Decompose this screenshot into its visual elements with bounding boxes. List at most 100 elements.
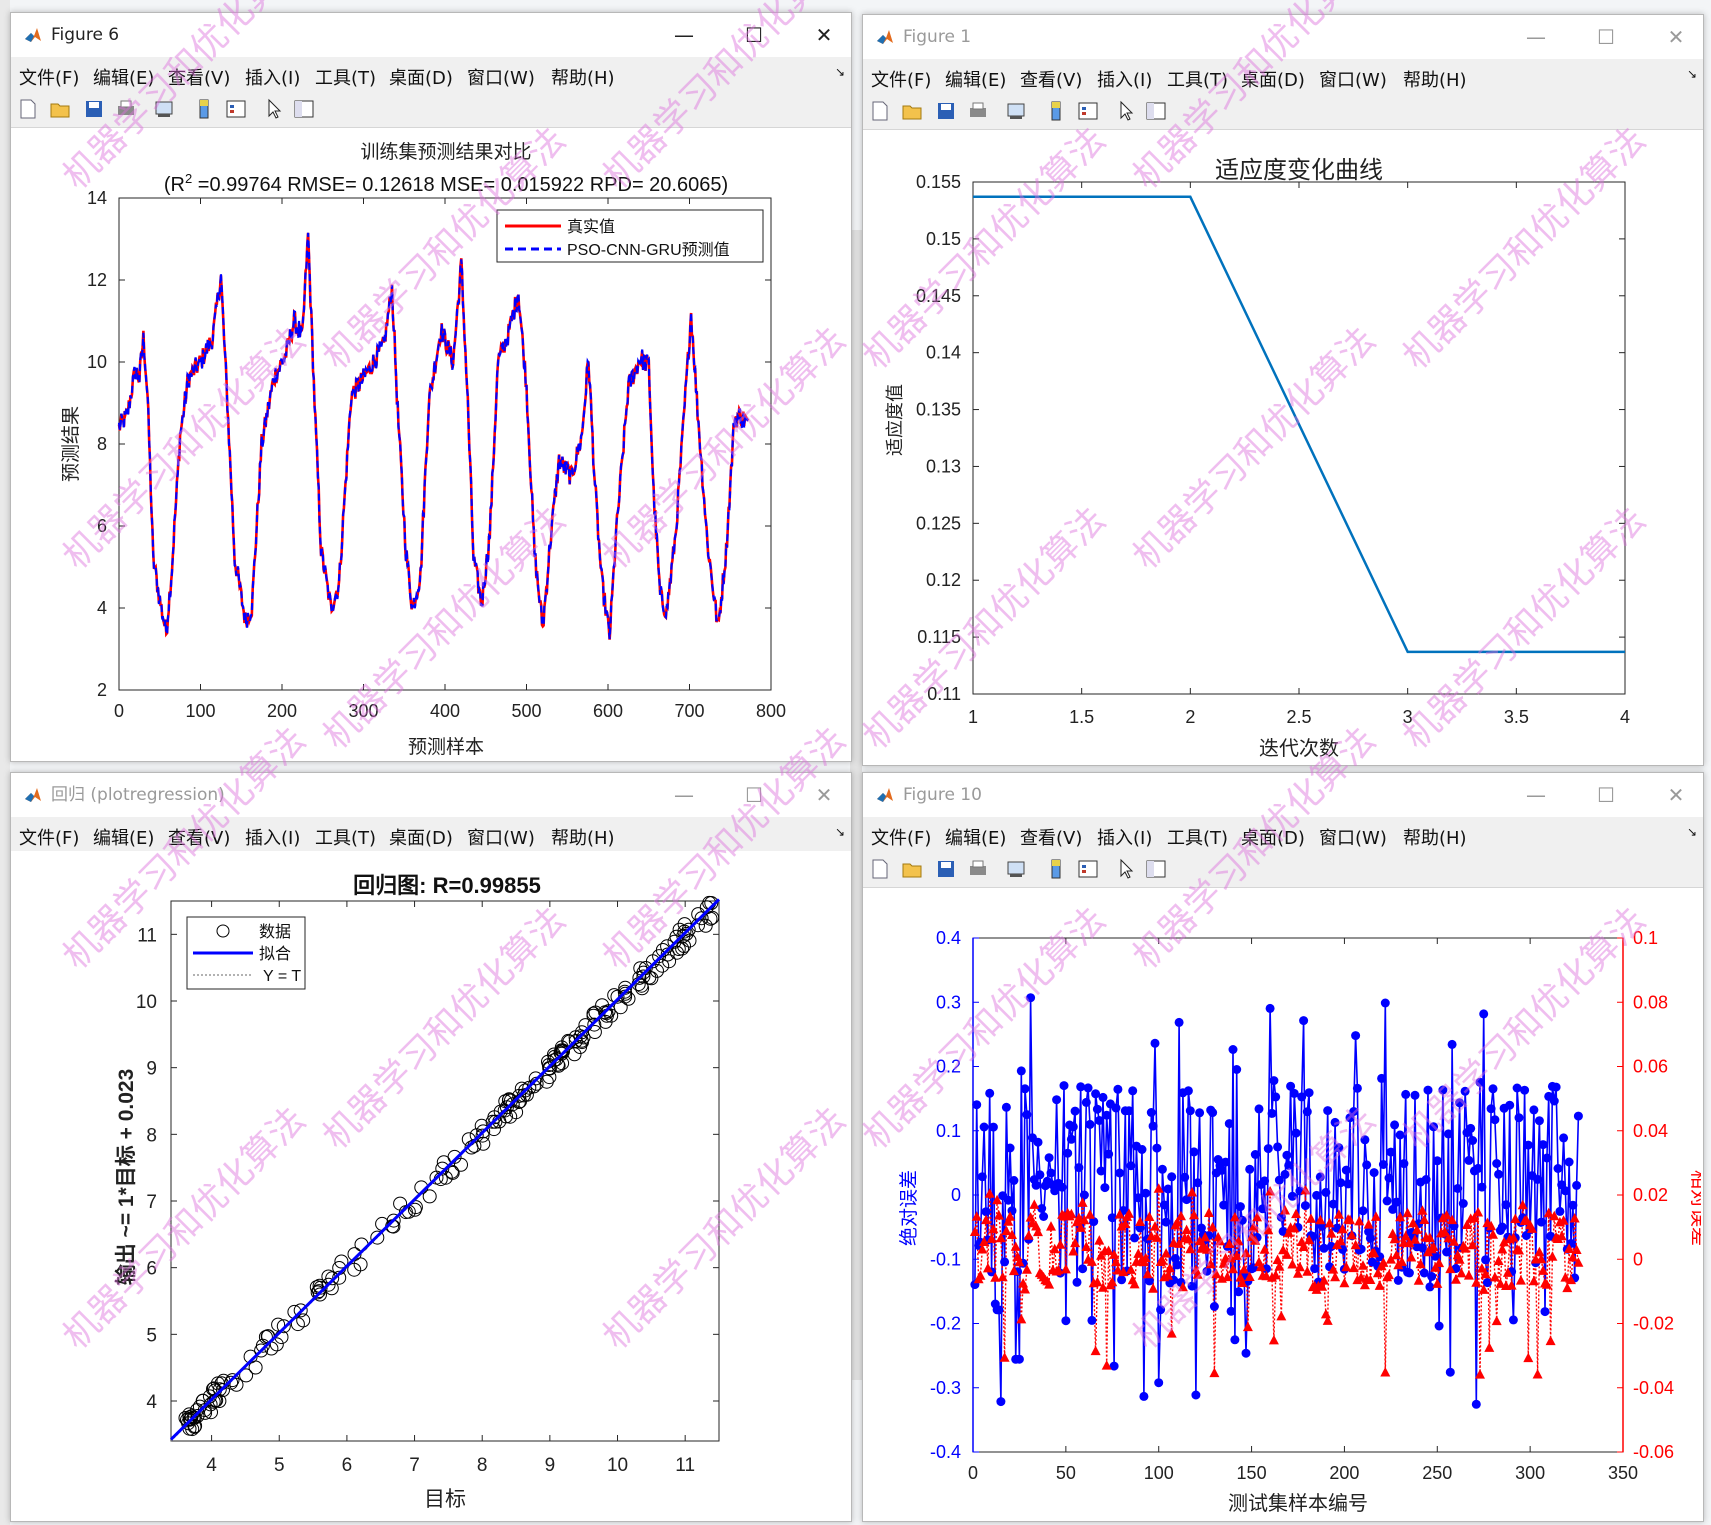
maximize-button[interactable]: ☐ <box>1597 25 1615 49</box>
title-bar[interactable]: Figure 1 — ☐ ✕ <box>863 15 1703 59</box>
menu-insert[interactable]: 插入(I) <box>245 828 301 849</box>
title-bar[interactable]: Figure 6 — ☐ ✕ <box>11 13 851 57</box>
legend-icon[interactable] <box>225 98 247 120</box>
new-figure-icon[interactable] <box>869 858 891 880</box>
menu-insert[interactable]: 插入(I) <box>1097 70 1153 91</box>
maximize-button[interactable]: ☐ <box>745 23 763 47</box>
menu-file[interactable]: 文件(F) <box>19 828 80 849</box>
legend-label-fit: 拟合 <box>259 945 291 963</box>
title-bar[interactable]: Figure 10 — ☐ ✕ <box>863 773 1703 817</box>
print-icon[interactable] <box>967 100 989 122</box>
menu-edit[interactable]: 编辑(E) <box>93 68 155 89</box>
absolute-error-marker <box>1384 1173 1394 1183</box>
relative-error-marker <box>1374 1280 1385 1290</box>
menu-edit[interactable]: 编辑(E) <box>93 828 155 849</box>
absolute-error-marker <box>1098 1092 1108 1102</box>
new-figure-icon[interactable] <box>17 98 39 120</box>
pointer-icon[interactable] <box>1115 858 1137 880</box>
minimize-button[interactable]: — <box>674 783 694 807</box>
close-button[interactable]: ✕ <box>1667 25 1685 49</box>
menu-insert[interactable]: 插入(I) <box>245 68 301 89</box>
absolute-error-marker <box>994 1305 1004 1315</box>
link-plot-icon[interactable] <box>1005 858 1027 880</box>
menu-desktop[interactable]: 桌面(D) <box>1241 70 1305 91</box>
relative-error-marker <box>1566 1274 1576 1285</box>
menu-file[interactable]: 文件(F) <box>871 828 932 849</box>
print-icon[interactable] <box>115 98 137 120</box>
menu-tools[interactable]: 工具(T) <box>1167 828 1229 849</box>
menu-file[interactable]: 文件(F) <box>19 68 80 89</box>
minimize-button[interactable]: — <box>674 23 694 47</box>
menu-desktop[interactable]: 桌面(D) <box>389 828 453 849</box>
menu-help[interactable]: 帮助(H) <box>1403 828 1467 849</box>
relative-error-marker <box>1378 1257 1389 1267</box>
relative-error-marker <box>999 1352 1010 1362</box>
dock-arrow-icon[interactable]: ↘ <box>834 65 845 79</box>
open-icon[interactable] <box>901 858 923 880</box>
menu-file[interactable]: 文件(F) <box>871 70 932 91</box>
menu-window[interactable]: 窗口(W) <box>1319 828 1387 849</box>
maximize-button[interactable]: ☐ <box>1597 783 1615 807</box>
menu-view[interactable]: 查看(V) <box>168 68 231 89</box>
minimize-button[interactable]: — <box>1526 783 1546 807</box>
pointer-icon[interactable] <box>263 98 285 120</box>
menu-tools[interactable]: 工具(T) <box>315 828 377 849</box>
absolute-error-marker <box>1107 1213 1117 1223</box>
new-figure-icon[interactable] <box>869 100 891 122</box>
dock-arrow-icon[interactable]: ↘ <box>834 825 845 839</box>
relative-error-marker <box>1007 1229 1017 1239</box>
menu-view[interactable]: 查看(V) <box>1020 828 1083 849</box>
close-button[interactable]: ✕ <box>1667 783 1685 807</box>
absolute-error-marker <box>1419 1268 1429 1278</box>
relative-error-marker <box>1471 1277 1482 1287</box>
menu-view[interactable]: 查看(V) <box>1020 70 1083 91</box>
maximize-button[interactable]: ☐ <box>745 783 763 807</box>
menu-edit[interactable]: 编辑(E) <box>945 70 1007 91</box>
legend-icon[interactable] <box>1077 858 1099 880</box>
relative-error-marker <box>1133 1248 1144 1258</box>
absolute-error-marker <box>1399 1159 1409 1169</box>
minimize-button[interactable]: — <box>1526 25 1546 49</box>
dock-arrow-icon[interactable]: ↘ <box>1686 825 1697 839</box>
legend-icon[interactable] <box>1077 100 1099 122</box>
menu-insert[interactable]: 插入(I) <box>1097 828 1153 849</box>
close-button[interactable]: ✕ <box>815 783 833 807</box>
open-icon[interactable] <box>49 98 71 120</box>
menu-desktop[interactable]: 桌面(D) <box>1241 828 1305 849</box>
menu-desktop[interactable]: 桌面(D) <box>389 68 453 89</box>
menu-help[interactable]: 帮助(H) <box>1403 70 1467 91</box>
title-bar[interactable]: 回归 (plotregression) — ☐ ✕ <box>11 773 851 817</box>
property-inspector-icon[interactable] <box>293 98 315 120</box>
relative-error-marker <box>1358 1260 1368 1270</box>
absolute-error-marker <box>1208 1108 1218 1118</box>
menu-view[interactable]: 查看(V) <box>168 828 231 849</box>
data-point <box>587 1025 602 1039</box>
link-plot-icon[interactable] <box>1005 100 1027 122</box>
relative-error-marker <box>1261 1270 1272 1281</box>
property-inspector-icon[interactable] <box>1145 100 1167 122</box>
colorbar-icon[interactable] <box>193 98 215 120</box>
open-icon[interactable] <box>901 100 923 122</box>
menu-help[interactable]: 帮助(H) <box>551 68 615 89</box>
close-button[interactable]: ✕ <box>815 23 833 47</box>
save-icon[interactable] <box>935 100 957 122</box>
menu-window[interactable]: 窗口(W) <box>467 68 535 89</box>
link-plot-icon[interactable] <box>153 98 175 120</box>
colorbar-icon[interactable] <box>1045 858 1067 880</box>
print-icon[interactable] <box>967 858 989 880</box>
pointer-icon[interactable] <box>1115 100 1137 122</box>
menu-tools[interactable]: 工具(T) <box>315 68 377 89</box>
menu-help[interactable]: 帮助(H) <box>551 828 615 849</box>
menu-window[interactable]: 窗口(W) <box>1319 70 1387 91</box>
absolute-error-marker <box>1352 1083 1362 1093</box>
property-inspector-icon[interactable] <box>1145 858 1167 880</box>
absolute-error-marker <box>1393 1275 1403 1285</box>
menu-window[interactable]: 窗口(W) <box>467 828 535 849</box>
save-icon[interactable] <box>935 858 957 880</box>
dock-arrow-icon[interactable]: ↘ <box>1686 67 1697 81</box>
colorbar-icon[interactable] <box>1045 100 1067 122</box>
menu-tools[interactable]: 工具(T) <box>1167 70 1229 91</box>
relative-error-marker <box>1248 1221 1259 1232</box>
menu-edit[interactable]: 编辑(E) <box>945 828 1007 849</box>
save-icon[interactable] <box>83 98 105 120</box>
